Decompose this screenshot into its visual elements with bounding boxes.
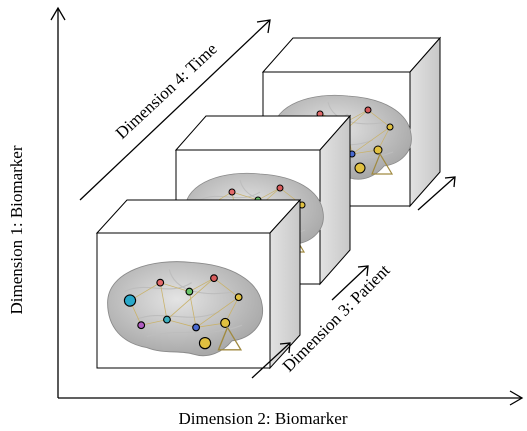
cube bbox=[97, 200, 300, 368]
diagram: Dimension 1: Biomarker Dimension 2: Biom… bbox=[0, 0, 527, 431]
y-axis-label: Dimension 1: Biomarker bbox=[7, 145, 26, 314]
x-axis-label: Dimension 2: Biomarker bbox=[178, 409, 347, 428]
